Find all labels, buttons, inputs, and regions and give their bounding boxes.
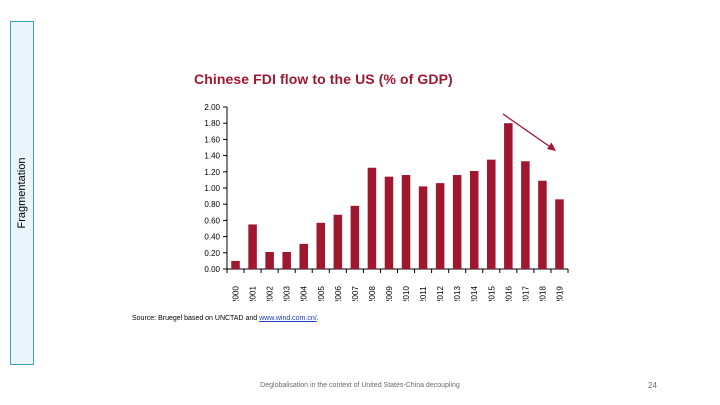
- bar-2012: [435, 183, 445, 269]
- x-tick-label: 2009: [385, 286, 394, 301]
- trend-arrow-head: [547, 142, 556, 151]
- bar-2006: [333, 214, 343, 269]
- y-tick-label: 1.40: [204, 152, 220, 161]
- bar-2013: [452, 175, 462, 269]
- y-tick-label: 1.00: [204, 184, 220, 193]
- x-tick-label: 2007: [351, 286, 360, 301]
- bar-2003: [282, 251, 291, 269]
- bar-chart: 0.00 0.20 0.40 0.60 0.80 1.00 1.20 1.40 1.60 1.80…: [204, 103, 569, 301]
- x-tick-label: 2018: [538, 286, 547, 301]
- slide-footer: Deglobalisation in the context of United…: [260, 382, 460, 389]
- y-tick-label: 1.60: [204, 135, 220, 144]
- chart-title: Chinese FDI flow to the US (% of GDP): [194, 71, 453, 87]
- x-tick-label: 2004: [300, 286, 309, 301]
- x-tick-label: 2017: [521, 286, 530, 301]
- source-suffix: .: [316, 315, 319, 322]
- bar-2008: [367, 167, 377, 269]
- x-tick-label: 2014: [470, 286, 479, 301]
- x-tick-label: 2019: [555, 286, 564, 301]
- y-tick-label: 0.00: [204, 265, 220, 274]
- bar-2000: [231, 260, 240, 269]
- bar-2014: [469, 170, 479, 269]
- page-number: 24: [648, 381, 657, 390]
- side-panel: [10, 21, 34, 365]
- bar-2010: [401, 175, 411, 269]
- x-tick-label: 2005: [317, 286, 326, 301]
- bar-2011: [418, 186, 428, 269]
- bar-2001: [248, 224, 257, 269]
- source-link[interactable]: www.wind.com.cn/: [259, 315, 317, 322]
- trend-arrow-line: [502, 113, 552, 149]
- x-tick-label: 2003: [283, 286, 292, 301]
- bar-2016: [504, 123, 513, 269]
- x-tick-label: 2002: [266, 286, 275, 301]
- x-tick-label: 2013: [453, 286, 462, 301]
- bar-2018: [538, 180, 547, 269]
- x-tick-label: 2000: [232, 286, 241, 301]
- source-note: Source: Bruegel based on UNCTAD and www.…: [132, 315, 319, 322]
- bar-2009: [384, 176, 394, 269]
- bar-2019: [555, 199, 564, 269]
- x-tick-label: 2001: [249, 286, 258, 301]
- y-tick-label: 0.40: [204, 233, 220, 242]
- x-tick-label: 2008: [368, 286, 377, 301]
- source-prefix: Source: Bruegel based on UNCTAD and: [132, 315, 260, 322]
- bar-2007: [350, 205, 360, 269]
- x-tick-label: 2011: [419, 286, 428, 301]
- x-tick-label: 2006: [334, 286, 343, 301]
- bar-2015: [487, 159, 496, 269]
- bar-2002: [265, 251, 274, 269]
- y-tick-label: 1.20: [204, 168, 220, 177]
- x-tick-label: 2010: [402, 286, 411, 301]
- y-tick-label: 0.20: [204, 249, 220, 258]
- y-tick-label: 0.80: [204, 200, 220, 209]
- x-tick-label: 2016: [504, 286, 513, 301]
- x-tick-label: 2015: [487, 286, 496, 301]
- bar-2005: [316, 222, 326, 269]
- y-tick-label: 1.80: [204, 119, 220, 128]
- side-section-label: Fragmentation: [16, 157, 28, 229]
- x-tick-label: 2012: [436, 286, 445, 301]
- bar-2017: [521, 161, 530, 269]
- bar-2004: [299, 243, 308, 269]
- y-tick-label: 0.60: [204, 216, 220, 225]
- y-tick-label: 2.00: [204, 103, 220, 112]
